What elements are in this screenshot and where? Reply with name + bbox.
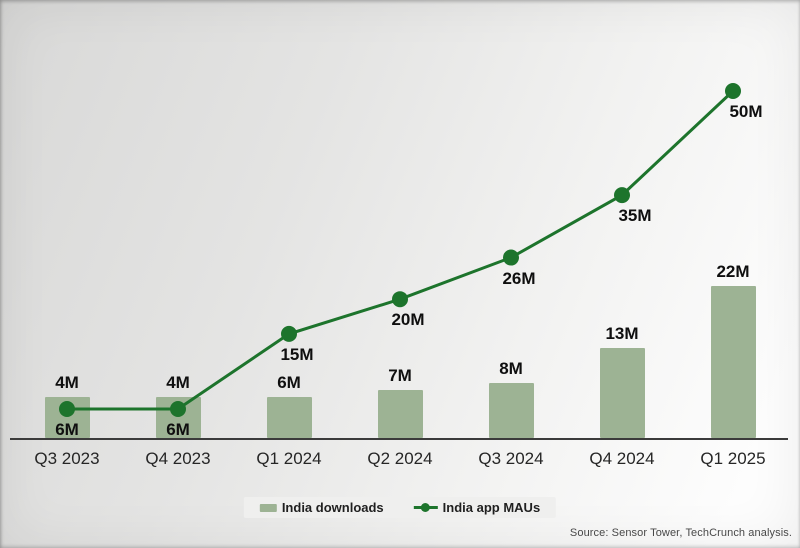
x-axis-label: Q1 2025 (700, 449, 766, 468)
bar-value-label: 7M (388, 365, 412, 385)
mau-value-label: 26M (502, 268, 536, 288)
x-axis-label: Q3 2024 (478, 449, 544, 468)
x-axis-label: Q2 2024 (367, 449, 433, 468)
bar-value-label: 8M (499, 358, 523, 378)
mau-value-label: 50M (729, 102, 763, 121)
bar-value-label: 6M (277, 372, 301, 392)
download-bar (377, 389, 423, 438)
mau-value-label: 6M (55, 420, 79, 439)
legend-label-downloads: India downloads (281, 500, 384, 515)
legend-item-downloads: India downloads (259, 500, 384, 515)
legend: India downloads India app MAUs (243, 497, 557, 518)
source-credit: Source: Sensor Tower, TechCrunch analysi… (569, 527, 792, 539)
mau-point (281, 325, 297, 342)
mau-value-label: 15M (280, 344, 314, 364)
bar-swatch-icon (259, 503, 277, 512)
legend-item-maus: India app MAUs (413, 500, 541, 515)
mau-point (614, 187, 630, 204)
legend-label-maus: India app MAUs (442, 500, 541, 515)
x-axis-label: Q4 2024 (589, 449, 655, 468)
bar-value-label: 22M (716, 262, 750, 282)
bar-value-label: 4M (55, 373, 79, 392)
x-axis-label: Q4 2023 (145, 449, 211, 468)
x-axis-label: Q3 2023 (34, 449, 100, 468)
line-dot-swatch-icon (413, 503, 438, 512)
mau-value-label: 35M (618, 206, 652, 226)
mau-point (503, 249, 519, 266)
bar-value-label: 4M (166, 373, 190, 392)
download-bar (710, 286, 756, 438)
x-axis-label: Q1 2024 (256, 449, 322, 468)
download-bar (266, 396, 312, 438)
mau-point (725, 83, 741, 99)
download-bar (599, 348, 645, 438)
bar-value-label: 13M (605, 324, 639, 344)
x-axis-line (10, 438, 788, 440)
mau-point (392, 291, 408, 308)
download-bar (488, 382, 534, 438)
mau-value-label: 6M (166, 420, 190, 439)
mau-value-label: 20M (391, 310, 425, 330)
